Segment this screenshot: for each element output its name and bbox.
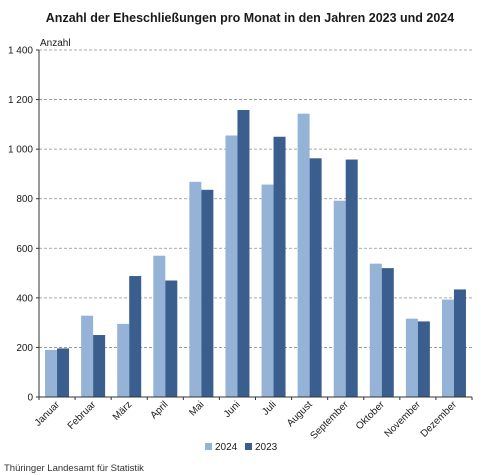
bar-2023-oktober <box>381 268 394 397</box>
x-axis <box>36 49 473 400</box>
source-note: Thüringer Landesamt für Statistik <box>4 463 144 474</box>
x-tick-label: Juli <box>260 399 278 417</box>
y-tick-label: 200 <box>16 343 33 354</box>
y-tick-label: 600 <box>16 244 33 255</box>
x-tick-label: November <box>383 399 424 440</box>
bar-2024-september <box>333 200 346 397</box>
x-tick-label: April <box>148 399 170 421</box>
x-axis-labels: Januar Februar März April Mai Juni Juli AugustS… <box>33 399 460 442</box>
y-axis-ticks: 0 200 400 600 800 1 000 1 200 1 400 <box>8 46 33 404</box>
bar-2024-januar <box>45 349 58 397</box>
x-tick-label: Januar <box>33 399 63 429</box>
grid <box>39 49 472 348</box>
legend-label-2024: 2024 <box>215 442 238 453</box>
bar-2023-september <box>345 159 358 397</box>
y-tick-label: 0 <box>27 393 33 404</box>
x-tick-label: Juni <box>222 399 243 420</box>
bar-2023-juli <box>273 136 286 397</box>
x-tick-label: September <box>308 399 351 442</box>
legend: 2024 2023 <box>205 442 278 453</box>
bar-2023-april <box>165 280 178 397</box>
x-tick-label: August <box>285 399 315 429</box>
legend-swatch-2023 <box>245 443 252 450</box>
bar-2024-februar <box>81 315 94 397</box>
bar-2023-märz <box>129 276 142 397</box>
y-tick-label: 800 <box>16 194 33 205</box>
x-tick-label: Februar <box>66 399 99 432</box>
bar-2023-dezember <box>453 289 466 397</box>
bar-2024-oktober <box>369 263 382 397</box>
y-tick-label: 1 200 <box>8 95 33 106</box>
legend-label-2023: 2023 <box>255 442 278 453</box>
bar-2023-januar <box>57 348 70 397</box>
bar-2024-mai <box>189 181 202 397</box>
x-tick-label: Mai <box>187 399 206 418</box>
bar-2024-august <box>297 113 310 398</box>
bar-2023-februar <box>93 335 106 397</box>
bar-2023-november <box>417 321 430 397</box>
x-tick-label: Dezember <box>419 399 460 440</box>
bar-2024-juni <box>225 135 238 397</box>
y-tick-label: 1 000 <box>8 145 33 156</box>
bar-2024-dezember <box>441 299 454 397</box>
chart-title: Anzahl der Eheschließungen pro Monat in … <box>46 11 454 25</box>
bar-2023-juni <box>237 109 250 397</box>
x-tick-label: Oktober <box>354 399 387 432</box>
bar-2024-märz <box>117 323 130 397</box>
y-tick-label: 1 400 <box>8 46 33 57</box>
bars <box>45 109 466 398</box>
y-tick-label: 400 <box>16 293 33 304</box>
y-axis-label: Anzahl <box>40 38 71 49</box>
bar-2023-mai <box>201 189 214 397</box>
legend-swatch-2024 <box>205 443 212 450</box>
bar-2024-april <box>153 255 166 397</box>
bar-2024-juli <box>261 184 274 397</box>
bar-2024-november <box>405 318 418 397</box>
bar-2023-august <box>309 158 322 397</box>
x-tick-label: März <box>111 399 135 423</box>
